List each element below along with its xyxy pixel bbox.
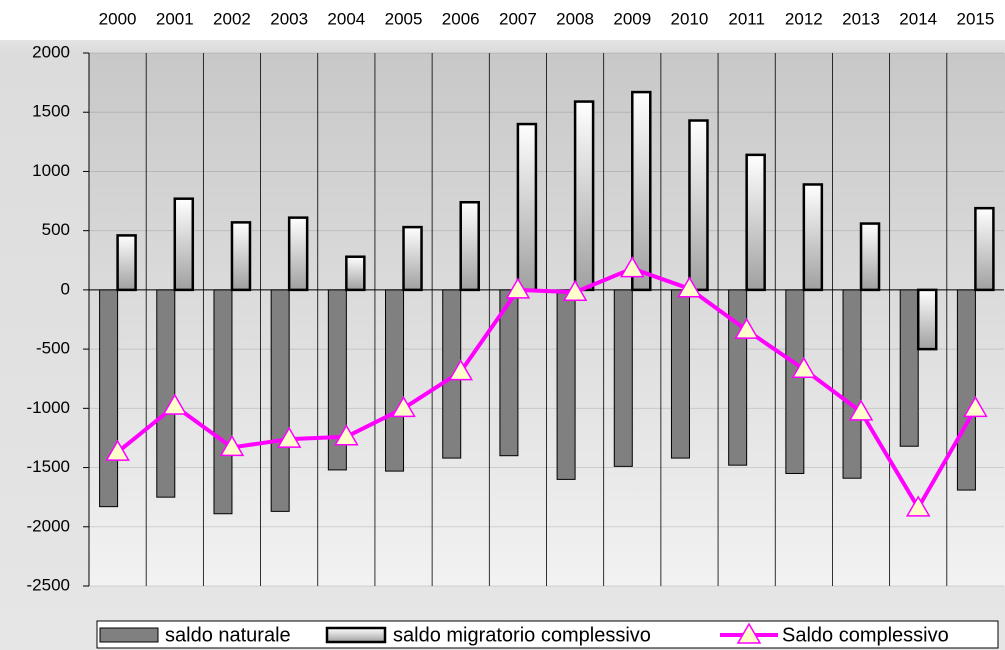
legend-swatch [325,626,387,644]
bar [974,206,995,292]
bar [573,100,595,292]
marker [734,317,759,339]
marker [219,434,245,457]
marker [619,256,645,278]
marker [791,356,817,378]
bar [670,289,690,459]
marker [562,279,588,302]
x-tick-label: 2001 [156,9,194,28]
y-tick-label: 0 [61,279,70,298]
y-tick-label: -1500 [27,457,70,476]
marker [105,439,130,461]
line [116,266,978,512]
bar [631,90,652,292]
legend-swatch [99,627,159,643]
x-tick-label: 2010 [671,9,709,28]
bar [842,289,862,479]
x-tick-label: 2006 [442,9,480,28]
marker [505,277,531,299]
x-tick-label: 2012 [785,9,823,28]
marker [162,393,188,415]
marker [391,395,416,418]
bar [499,289,519,457]
x-tick-label: 2014 [899,9,937,28]
x-tick-label: 2000 [99,9,137,28]
marker [905,495,931,517]
marker [677,276,702,298]
bar [402,225,423,292]
marker [334,424,359,446]
bar [688,119,709,292]
legend-label: saldo migratorio complessivo [393,624,651,646]
bar [230,221,252,292]
y-tick-label: -2500 [27,575,70,594]
marker [963,395,988,418]
y-tick-label: 500 [42,220,70,239]
y-tick-label: 1500 [32,102,70,121]
bar [270,289,290,512]
legend-label: Saldo complessivo [782,624,949,646]
x-tick-label: 2005 [385,9,423,28]
y-tick-label: -500 [36,339,70,358]
bar [728,289,748,466]
x-tick-label: 2011 [728,9,765,28]
legend-box [96,620,999,649]
bar [956,289,976,491]
bar [459,200,480,292]
marker [448,359,474,381]
bar [516,122,538,292]
legend-label: saldo naturale [165,624,291,646]
bar [173,197,195,292]
bar [899,289,919,447]
y-tick-label: -2000 [27,516,70,535]
bar [556,289,576,480]
x-tick-label: 2007 [499,9,537,28]
x-tick-label: 2003 [270,9,308,28]
bar [156,289,176,498]
bar [802,183,824,292]
bar [116,234,137,292]
bar [99,289,119,508]
bar [287,216,309,292]
bar [613,289,633,467]
bar [327,289,347,471]
legend-marker [736,622,762,644]
bar [916,288,938,351]
bar [859,222,881,292]
marker [276,426,302,448]
bar [213,289,233,515]
x-tick-label: 2002 [213,9,251,28]
x-tick-label: 2008 [556,9,594,28]
y-tick-label: 1000 [32,161,70,180]
bar [745,153,766,292]
x-tick-label: 2013 [842,9,880,28]
bar [385,289,405,472]
y-tick-label: 2000 [32,42,70,61]
x-tick-label: 2009 [613,9,651,28]
bar [785,289,805,474]
top-strip [0,0,1005,40]
y-tick-label: -1000 [27,398,70,417]
bar [345,255,366,292]
x-tick-label: 2004 [327,9,365,28]
marker [848,399,874,421]
x-tick-label: 2015 [956,9,994,28]
